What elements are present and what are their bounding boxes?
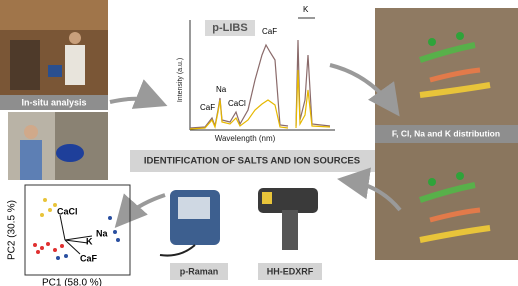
photo-operator — [8, 112, 108, 180]
peak-label: CaF — [200, 103, 215, 112]
raman-label: p-Raman — [180, 266, 219, 276]
loading-label: CaF — [80, 253, 98, 263]
photo-site — [0, 0, 108, 95]
in-situ-label: In-situ analysis — [21, 97, 86, 107]
peak-label: CaF — [262, 27, 277, 36]
loading-label: K — [86, 236, 93, 246]
x-axis-label: Wavelength (nm) — [215, 134, 276, 143]
graphical-abstract: In-situ analysis p-LIBS Intensity (a.u.)… — [0, 0, 518, 286]
peak-label: CaCl — [228, 99, 246, 108]
pca-y-label: PC2 (30.5 %) — [7, 200, 18, 260]
loading-label: CaCl — [57, 206, 78, 216]
photo-map-bottom — [375, 143, 518, 260]
loading-label: Na — [96, 228, 108, 238]
identification-label: IDENTIFICATION OF SALTS AND ION SOURCES — [144, 156, 360, 167]
peak-label: Na — [216, 85, 227, 94]
p-libs-label: p-LIBS — [212, 22, 247, 34]
photo-map-top — [375, 8, 518, 125]
peak-label: K — [303, 5, 309, 14]
pca-x-label: PC1 (58.0 %) — [42, 278, 102, 286]
edxrf-label: HH-EDXRF — [267, 266, 314, 276]
y-axis-label: Intensity (a.u.) — [177, 58, 184, 102]
distribution-label: F, Cl, Na and K distribution — [392, 128, 500, 138]
